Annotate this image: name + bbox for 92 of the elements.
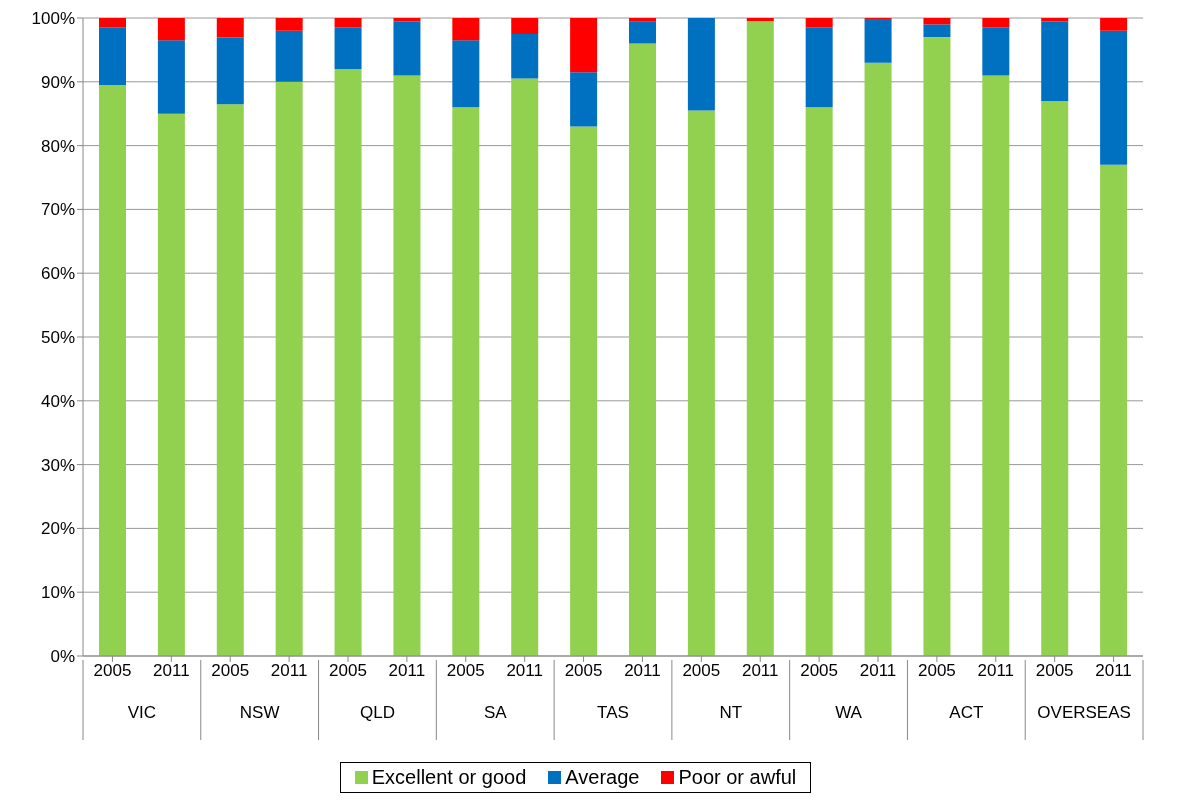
bar <box>570 126 598 656</box>
bar <box>99 84 126 656</box>
bar <box>746 21 774 656</box>
x-tick-label: 2011 <box>153 661 190 681</box>
bar <box>99 27 126 85</box>
bar <box>1041 21 1069 101</box>
x-tick-label: 2005 <box>93 661 132 681</box>
text: QLD <box>359 703 395 722</box>
bar <box>982 27 1010 76</box>
text: SA <box>483 703 508 722</box>
bar <box>629 18 656 22</box>
bar <box>334 27 362 70</box>
y-tick-label: 60% <box>40 264 75 284</box>
x-tick-label: 2011 <box>859 661 897 681</box>
bar <box>157 18 185 41</box>
bar <box>157 113 185 656</box>
y-tick-label: 20% <box>40 519 75 539</box>
text: NT <box>719 703 743 722</box>
bar <box>275 81 303 656</box>
bar <box>99 18 126 28</box>
bar <box>334 69 362 656</box>
bar <box>923 18 951 25</box>
text: ACT <box>949 703 984 722</box>
x-tick-label: 2011 <box>977 661 1015 681</box>
bar <box>629 21 656 44</box>
y-tick-label: 80% <box>40 136 75 156</box>
bar <box>687 18 715 111</box>
bar <box>393 18 421 22</box>
bar <box>805 18 833 28</box>
bar <box>452 18 480 41</box>
legend-label: Poor or awful <box>677 766 797 789</box>
x-tick-label: 2011 <box>1095 661 1132 681</box>
x-tick-label: 2005 <box>800 661 839 681</box>
bar <box>570 18 598 73</box>
y-tick-label: 0% <box>50 647 75 667</box>
y-tick-label: 70% <box>40 200 75 220</box>
bar <box>511 33 539 79</box>
x-tick-label: 2005 <box>682 661 721 681</box>
bar <box>982 18 1010 28</box>
bar <box>157 40 185 114</box>
bar <box>629 43 656 656</box>
bar <box>746 18 774 22</box>
y-tick-label: 10% <box>40 583 75 603</box>
y-tick-label: 40% <box>40 391 75 411</box>
bar <box>511 78 539 656</box>
x-tick-label: 2005 <box>446 661 485 681</box>
x-tick-label: 2011 <box>388 661 426 681</box>
x-tick-label: 2005 <box>1035 661 1074 681</box>
bar <box>982 75 1010 656</box>
text: TAS <box>597 703 629 722</box>
bar <box>1041 100 1069 656</box>
x-tick-label: 2005 <box>329 661 367 681</box>
y-tick-label: 100% <box>31 9 75 29</box>
bar <box>216 37 244 105</box>
bar <box>216 104 244 656</box>
bar <box>923 24 951 38</box>
bar <box>1041 18 1069 22</box>
bar <box>864 62 892 656</box>
bar <box>452 40 480 108</box>
y-tick-label: 30% <box>40 455 75 475</box>
bar <box>275 18 303 31</box>
bar <box>1100 18 1128 31</box>
bar <box>393 21 421 76</box>
bar <box>1100 30 1128 165</box>
y-tick-label: 90% <box>40 72 75 92</box>
bar <box>452 107 480 656</box>
bar <box>511 18 539 34</box>
x-tick-label: 2011 <box>741 661 779 681</box>
bar <box>805 27 833 108</box>
x-tick-label: 2005 <box>211 661 250 681</box>
text: WA <box>835 703 863 722</box>
bar <box>393 75 421 656</box>
bar <box>275 30 303 82</box>
bar <box>334 18 362 28</box>
text: VIC <box>127 703 157 722</box>
bar <box>216 18 244 38</box>
bar <box>1100 164 1128 656</box>
legend-label: Average <box>564 766 640 789</box>
bar <box>923 37 951 656</box>
text: OVERSEAS <box>1037 703 1131 722</box>
bar <box>864 19 892 63</box>
legend-label: Excellent or good <box>370 766 527 789</box>
x-tick-label: 2011 <box>624 661 661 681</box>
bar <box>805 107 833 656</box>
x-tick-label: 2005 <box>917 661 956 681</box>
x-tick-label: 2011 <box>270 661 308 681</box>
bar <box>687 110 715 656</box>
y-tick-label: 50% <box>40 328 75 348</box>
x-tick-label: 2005 <box>564 661 603 681</box>
x-tick-label: 2011 <box>506 661 543 681</box>
bar <box>570 72 598 127</box>
text: NSW <box>239 703 280 722</box>
